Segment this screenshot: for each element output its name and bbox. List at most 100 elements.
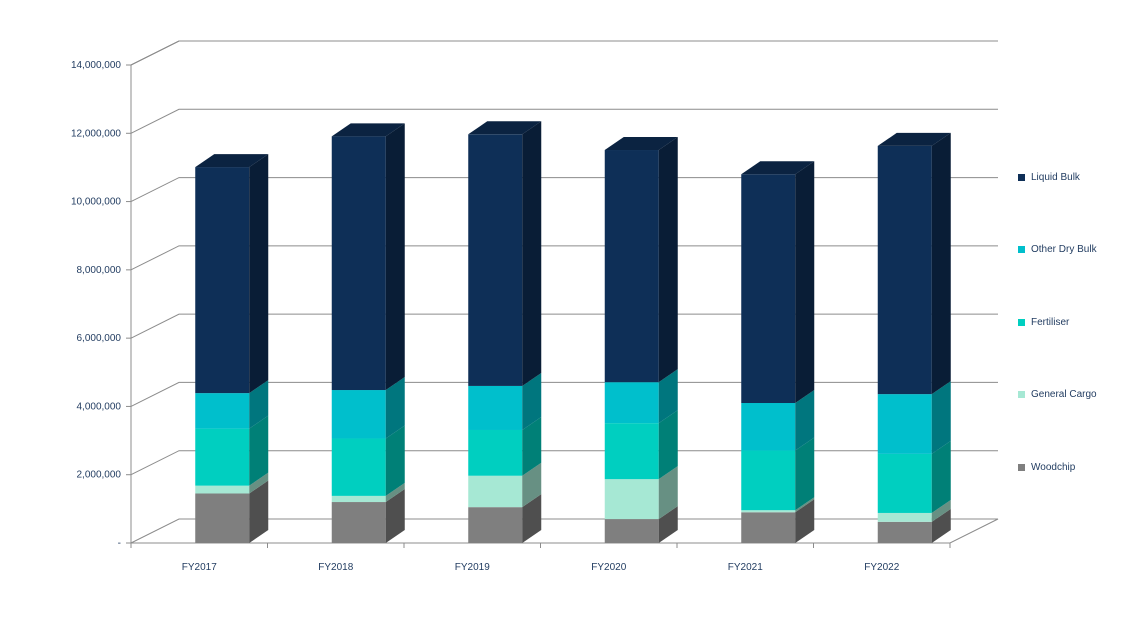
bar-segment-front xyxy=(604,382,659,424)
bar-stack xyxy=(877,132,951,543)
gridline xyxy=(130,313,998,339)
legend-swatch xyxy=(1018,463,1025,471)
bar-segment-side xyxy=(249,472,269,494)
x-tick-label: FY2020 xyxy=(591,562,626,573)
bar-segment-front xyxy=(741,450,796,511)
bar-stack xyxy=(741,161,815,543)
bar-segment-side xyxy=(931,440,951,513)
bar-segment-front xyxy=(195,493,250,543)
x-tick-label: FY2018 xyxy=(318,562,353,573)
bar-segment-side xyxy=(795,161,815,404)
legend-item: General Cargo xyxy=(1018,388,1097,402)
bar-segment-side xyxy=(658,137,678,383)
bar-segment-side xyxy=(795,499,815,543)
bar-segment-side xyxy=(931,499,951,522)
bar-segment-front xyxy=(877,145,932,395)
bar-stack xyxy=(468,121,542,543)
legend-swatch xyxy=(1018,173,1025,181)
bar-segment-side xyxy=(249,380,269,429)
legend-label: Woodchip xyxy=(1031,461,1076,473)
bar-segment-front xyxy=(195,393,250,429)
bar-segment-side xyxy=(385,377,405,439)
bar-stack xyxy=(331,123,405,543)
x-tick-label: FY2017 xyxy=(182,562,217,573)
bar-segment-front xyxy=(604,150,659,383)
x-tick-label: FY2022 xyxy=(864,562,899,573)
bar-segment-front xyxy=(468,507,523,543)
legend-swatch xyxy=(1018,246,1025,253)
bar-top-face xyxy=(741,161,815,175)
bar-segment-front xyxy=(741,512,796,543)
bar-segment-side xyxy=(931,132,951,395)
legend-label: Liquid Bulk xyxy=(1031,171,1080,183)
bar-segment-front xyxy=(195,167,250,394)
x-tick-label: FY2021 xyxy=(728,562,763,573)
bar-top-face xyxy=(604,137,678,151)
gridline xyxy=(130,108,998,134)
bar-segment-side xyxy=(658,410,678,480)
gridlines xyxy=(126,40,998,544)
gridline xyxy=(130,245,998,271)
legend-label: Other Dry Bulk xyxy=(1031,244,1097,255)
bar-segment-front xyxy=(331,136,386,391)
bar-segment-side xyxy=(931,381,951,454)
bar-segment-side xyxy=(795,497,815,513)
bar-segment-front xyxy=(741,510,796,513)
bar-segment-front xyxy=(195,485,250,494)
legend-item: Fertiliser xyxy=(1018,315,1069,329)
bar-segment-front xyxy=(195,428,250,486)
bar-stack xyxy=(195,154,269,543)
bar-segment-front xyxy=(331,390,386,439)
bars xyxy=(195,121,951,543)
x-tick-label: FY2019 xyxy=(455,562,490,573)
gridline xyxy=(130,381,998,407)
bar-segment-side xyxy=(385,482,405,503)
y-axis-tick-labels: - 2,000,000 4,000,000 6,000,000 8,000,000 10,… xyxy=(71,60,121,549)
bar-segment-side xyxy=(795,437,815,511)
bar-segment-side xyxy=(249,154,269,394)
bar-top-face xyxy=(468,121,542,135)
gridline xyxy=(130,450,998,476)
bar-segment-front xyxy=(604,479,659,520)
y-tick-label: - xyxy=(118,538,121,549)
bar-segment-front xyxy=(877,521,932,543)
bar-segment-side xyxy=(385,425,405,496)
bar-segment-side xyxy=(385,489,405,543)
bar-segment-side xyxy=(249,415,269,486)
bar-segment-front xyxy=(468,429,523,476)
y-tick-label: 2,000,000 xyxy=(77,470,122,481)
bar-segment-front xyxy=(877,394,932,454)
y-tick-label: 8,000,000 xyxy=(77,265,122,276)
bar-segment-side xyxy=(795,390,815,451)
bar-segment-side xyxy=(522,462,542,508)
gridline xyxy=(130,40,998,66)
bar-segment-front xyxy=(604,519,659,543)
legend-item: Other Dry Bulk xyxy=(1018,243,1097,257)
bar-segment-side xyxy=(522,416,542,476)
y-tick-label: 6,000,000 xyxy=(77,333,122,344)
legend-swatch xyxy=(1018,318,1025,326)
bar-segment-side xyxy=(522,494,542,543)
bar-segment-front xyxy=(331,438,386,496)
bar-top-face xyxy=(331,123,405,137)
y-tick-label: 14,000,000 xyxy=(71,60,121,71)
legend-label: General Cargo xyxy=(1031,389,1097,400)
y-tick-label: 12,000,000 xyxy=(71,128,121,139)
bar-segment-side xyxy=(522,372,542,430)
bar-top-face xyxy=(877,132,951,146)
bar-segment-front xyxy=(468,475,523,508)
bar-top-face xyxy=(195,154,269,168)
bar-segment-front xyxy=(468,134,523,386)
bar-segment-side xyxy=(249,480,269,543)
legend-item: Woodchip xyxy=(1018,460,1075,474)
y-tick-label: 10,000,000 xyxy=(71,197,121,208)
bar-segment-front xyxy=(741,174,796,404)
x-axis-tick-labels: FY2017 FY2018 FY2019 FY2020 FY2021 FY2022 xyxy=(130,543,951,573)
bar-segment-front xyxy=(331,502,386,543)
bar-segment-side xyxy=(522,121,542,386)
bar-segment-side xyxy=(658,506,678,543)
bar-segment-front xyxy=(331,495,386,503)
bar-segment-side xyxy=(658,369,678,424)
y-tick-label: 4,000,000 xyxy=(77,401,122,412)
